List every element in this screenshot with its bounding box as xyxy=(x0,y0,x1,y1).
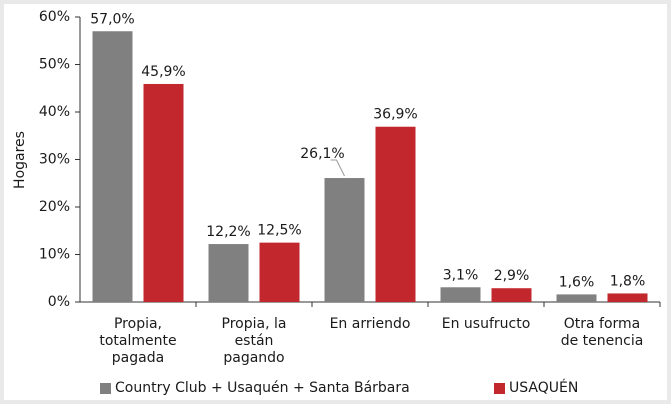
data-label: 1,8% xyxy=(610,273,646,289)
y-tick-label: 50% xyxy=(39,57,70,73)
bar xyxy=(607,293,648,302)
x-tick-label: Propia, la están pagando xyxy=(221,316,287,366)
y-tick-label: 60% xyxy=(39,9,70,25)
y-tick-label: 30% xyxy=(39,152,70,168)
data-label: 45,9% xyxy=(141,64,185,80)
y-tick-label: 20% xyxy=(39,199,70,215)
leader-line xyxy=(330,159,345,177)
legend-label: USAQUÉN xyxy=(509,380,579,396)
bar xyxy=(440,287,481,302)
bar xyxy=(143,83,184,302)
data-label: 12,5% xyxy=(257,223,301,239)
x-tick-label: Propia, totalmente pagada xyxy=(99,316,177,366)
x-tick-label: Otra forma de tenencia xyxy=(560,316,644,349)
data-label: 1,6% xyxy=(559,274,595,290)
x-tick-label: En usufructo xyxy=(441,316,531,332)
legend-item: Country Club + Usaquén + Santa Bárbara xyxy=(100,380,410,396)
bar xyxy=(491,288,532,302)
bar xyxy=(259,242,300,302)
legend-swatch xyxy=(100,382,111,394)
data-label: 36,9% xyxy=(373,107,417,123)
bar xyxy=(92,31,133,302)
bar xyxy=(375,126,416,302)
data-label: 2,9% xyxy=(494,268,530,284)
data-label: 26,1% xyxy=(300,146,344,162)
y-tick-label: 0% xyxy=(48,294,70,310)
x-tick-label: En arriendo xyxy=(329,316,411,332)
legend-item: USAQUÉN xyxy=(494,380,578,396)
y-tick-label: 10% xyxy=(39,247,70,263)
bar xyxy=(208,244,249,302)
bar xyxy=(324,178,365,302)
legend-label: Country Club + Usaquén + Santa Bárbara xyxy=(115,380,410,396)
data-label: 57,0% xyxy=(90,11,134,27)
legend-swatch xyxy=(494,382,505,394)
bar xyxy=(556,294,597,302)
y-tick-label: 40% xyxy=(39,104,70,120)
data-label: 12,2% xyxy=(206,224,250,240)
data-label: 3,1% xyxy=(443,267,479,283)
y-axis-title: Hogares xyxy=(12,131,28,189)
